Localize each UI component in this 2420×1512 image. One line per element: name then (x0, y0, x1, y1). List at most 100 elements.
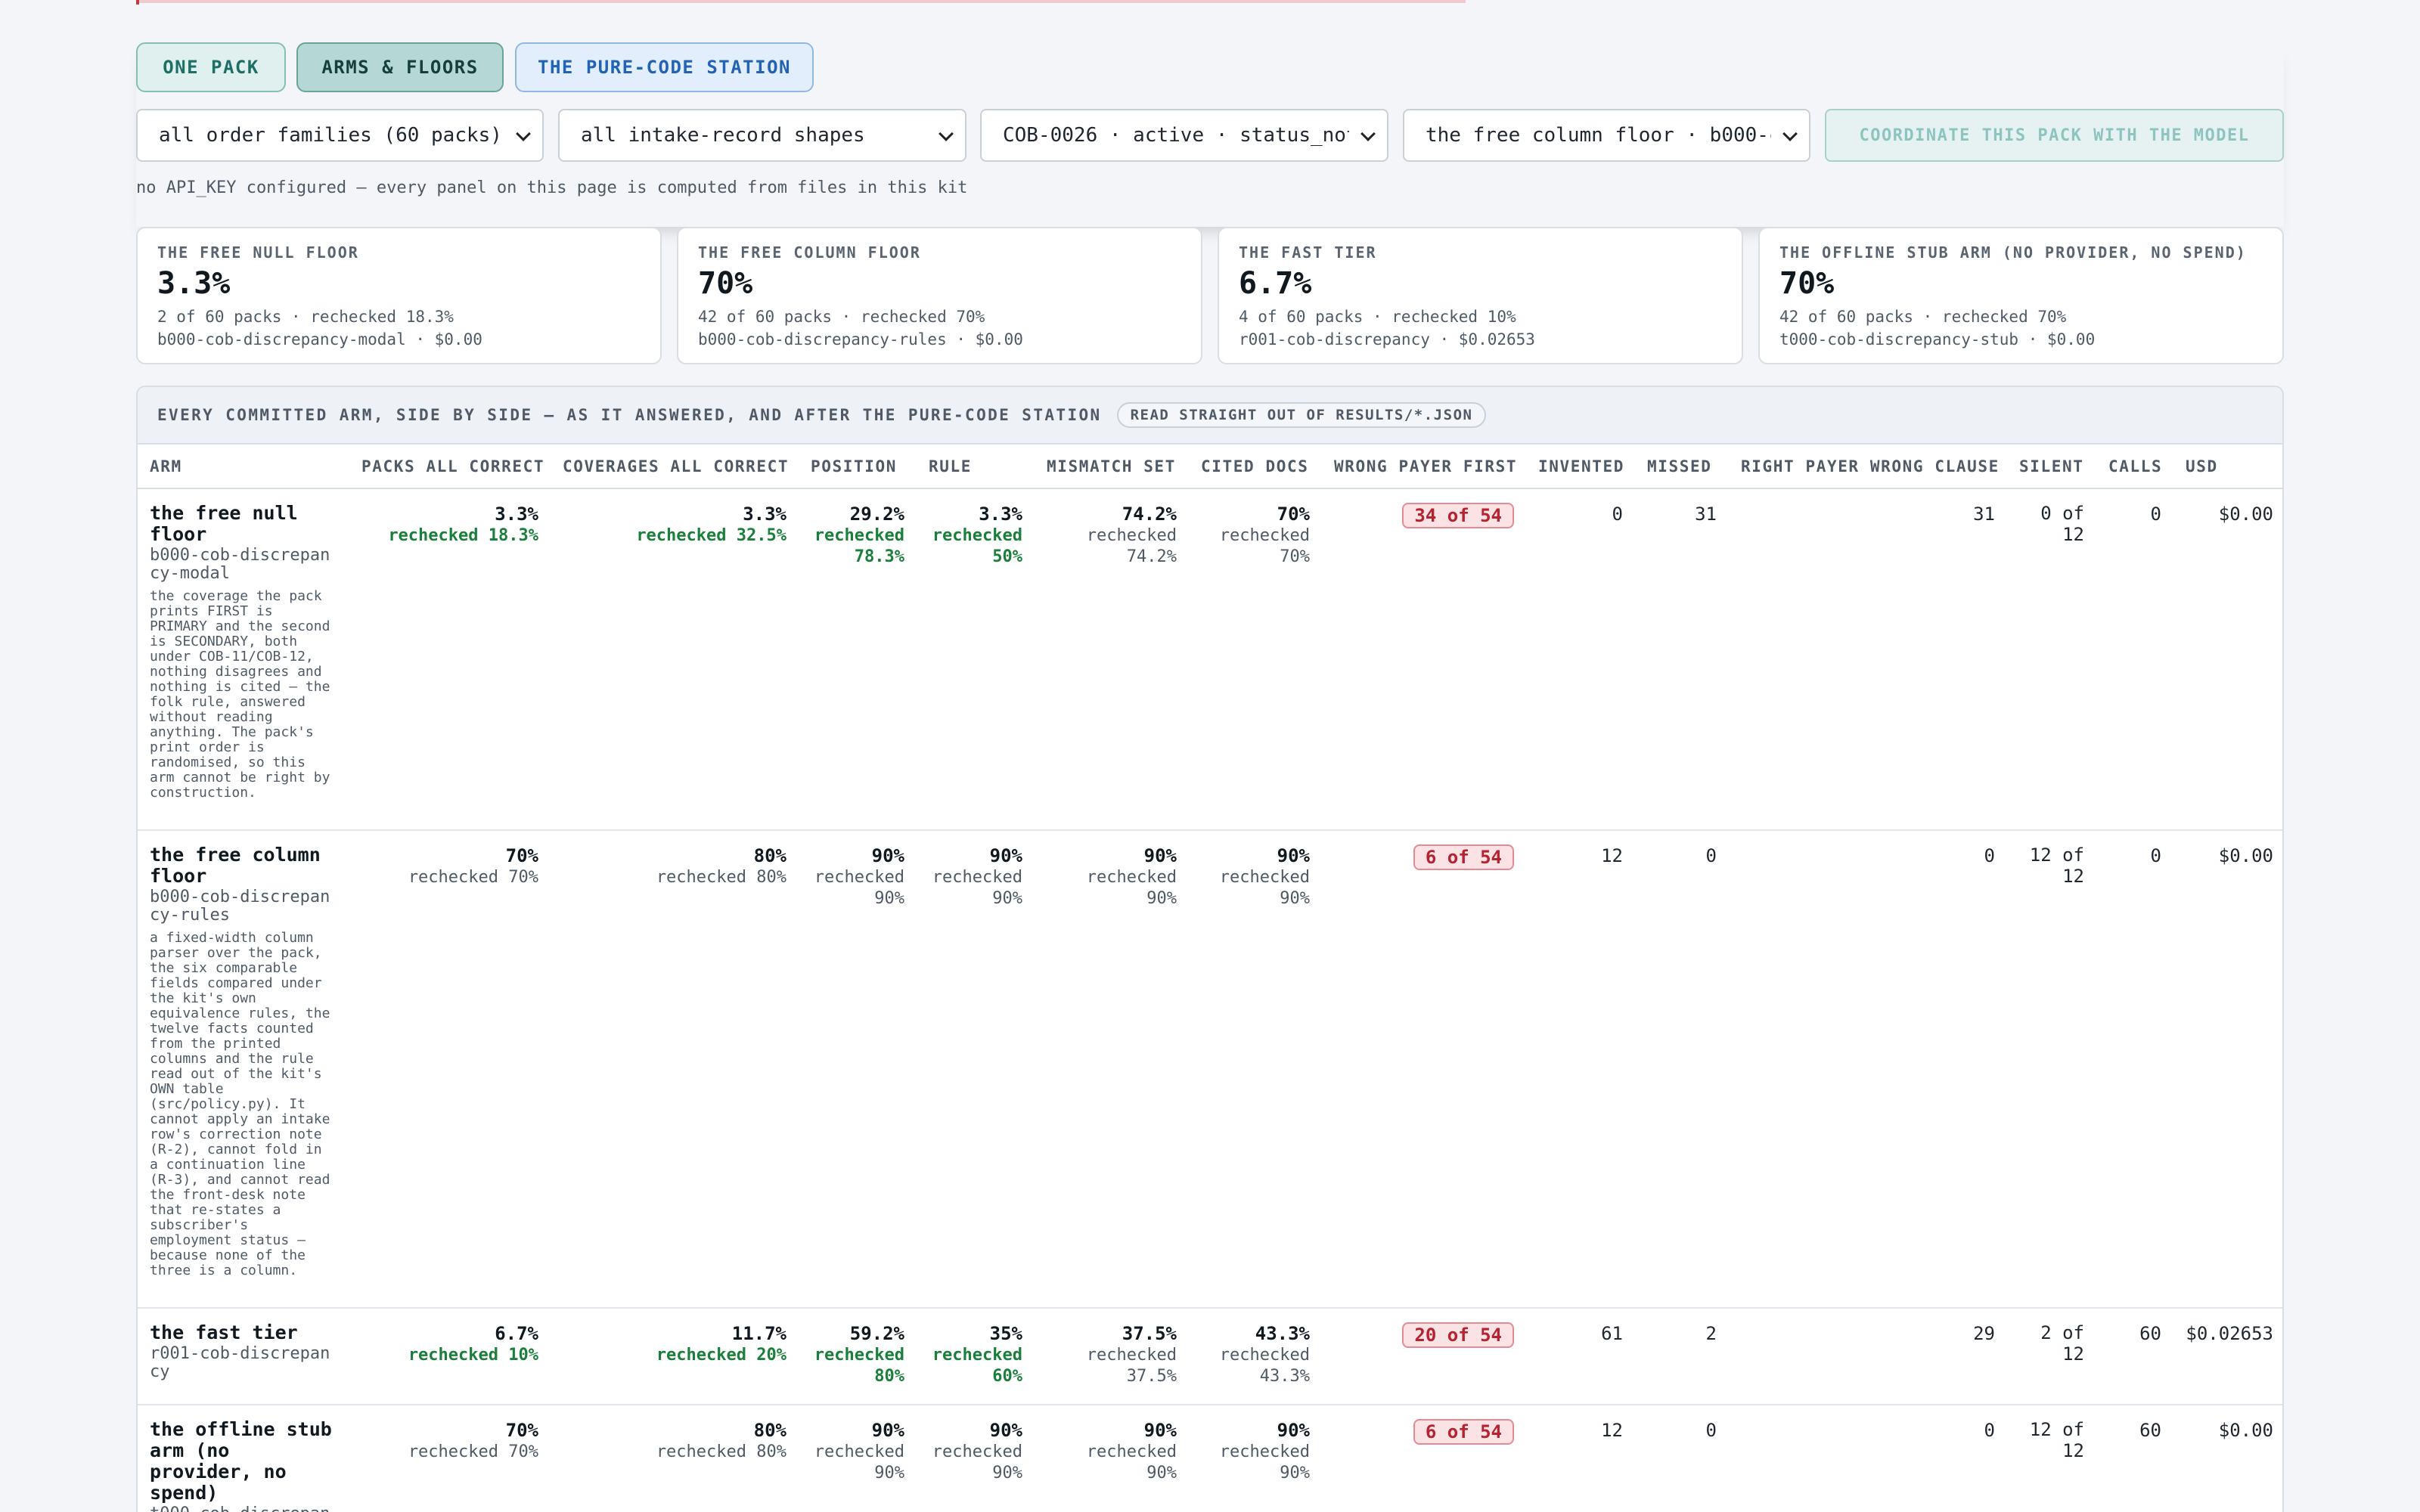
missed-cell: 0 (1635, 1405, 1729, 1512)
col-header-packs: PACKS ALL CORRECT (349, 445, 551, 489)
coverages-value: 80% (753, 845, 786, 866)
col-header-right-payer: RIGHT PAYER WRONG CLAUSE (1729, 445, 2007, 489)
card-detail: 42 of 60 packs · rechecked 70% (1779, 308, 2067, 326)
right-payer-cell: 29 (1729, 1308, 2007, 1405)
packs-value: 70% (505, 1420, 538, 1441)
coverages-cell: 11.7% rechecked 20% (551, 1308, 799, 1405)
usd-cell: $0.00 (2173, 488, 2282, 831)
usd-cell: $0.00 (2173, 830, 2282, 1309)
position-value: 90% (871, 845, 904, 866)
wrong-payer-badge: 20 of 54 (1402, 1322, 1514, 1348)
col-header-rule: RULE (917, 445, 1035, 489)
packs-rechecked: rechecked 10% (408, 1346, 538, 1365)
intake-shape-select[interactable]: all intake-record shapes (558, 109, 966, 162)
cited-value: 90% (1277, 845, 1310, 866)
card-label: THE FAST TIER (1239, 243, 1377, 262)
coverages-value: 11.7% (731, 1323, 786, 1344)
card-detail: 4 of 60 packs · rechecked 10% (1239, 308, 1516, 326)
tab-arms-floors[interactable]: ARMS & FLOORS (296, 42, 504, 92)
col-header-mismatch: MISMATCH SET (1035, 445, 1189, 489)
calls-value: 60 (2139, 1420, 2161, 1441)
cited-cell: 90% rechecked 90% (1189, 1405, 1322, 1512)
col-header-coverages: COVERAGES ALL CORRECT (551, 445, 799, 489)
packs-rechecked: rechecked 70% (408, 868, 538, 887)
usd-value: $0.02653 (2186, 1323, 2273, 1344)
missed-cell: 31 (1635, 488, 1729, 831)
mismatch-rechecked: rechecked 74.2% (1086, 526, 1177, 566)
pack-select[interactable]: COB-0026 · active · status_not (980, 109, 1388, 162)
rule-rechecked: rechecked 90% (932, 868, 1022, 908)
source-badge: READ STRAIGHT OUT OF RESULTS/*.JSON (1116, 402, 1487, 428)
rule-cell: 90% rechecked 90% (917, 830, 1035, 1309)
col-header-cited: CITED DOCS (1189, 445, 1322, 489)
table-header-row: ARM PACKS ALL CORRECT COVERAGES ALL CORR… (138, 445, 2282, 489)
calls-value: 0 (2150, 845, 2161, 866)
wrong-payer-badge: 6 of 54 (1413, 1419, 1514, 1445)
table-row: the free column floor b000-cob-discrepan… (138, 830, 2282, 1309)
coverages-rechecked: rechecked 80% (656, 1442, 786, 1461)
cited-value: 70% (1277, 503, 1310, 525)
wrong-payer-cell: 20 of 54 (1322, 1308, 1526, 1405)
mismatch-cell: 74.2% rechecked 74.2% (1035, 488, 1189, 831)
col-header-invented: INVENTED (1526, 445, 1635, 489)
coverages-cell: 3.3% rechecked 32.5% (551, 488, 799, 831)
card-value: 3.3% (157, 266, 231, 301)
arms-comparison-section: EVERY COMMITTED ARM, SIDE BY SIDE — AS I… (136, 386, 2284, 1512)
tab-pure-code-station[interactable]: THE PURE-CODE STATION (515, 42, 814, 92)
cited-rechecked: rechecked 70% (1219, 526, 1310, 566)
invented-cell: 0 (1526, 488, 1635, 831)
order-family-select[interactable]: all order families (60 packs) (136, 109, 544, 162)
arm-select[interactable]: the free column floor · b000-c (1403, 109, 1810, 162)
invented-value: 12 (1601, 845, 1623, 866)
col-header-calls: CALLS (2096, 445, 2173, 489)
mismatch-cell: 90% rechecked 90% (1035, 1405, 1189, 1512)
mismatch-value: 74.2% (1122, 503, 1177, 525)
right-payer-value: 31 (1973, 503, 1995, 525)
silent-cell: 12 of 12 (2007, 830, 2096, 1309)
summary-cards: THE FREE NULL FLOOR 3.3% 2 of 60 packs ·… (136, 227, 2284, 364)
cited-cell: 70% rechecked 70% (1189, 488, 1322, 831)
usd-value: $0.00 (2218, 1420, 2273, 1441)
invented-cell: 12 (1526, 830, 1635, 1309)
position-value: 90% (871, 1420, 904, 1441)
control-panel: ONE PACK ARMS & FLOORS THE PURE-CODE STA… (136, 42, 2284, 227)
coordinate-pack-button[interactable]: COORDINATE THIS PACK WITH THE MODEL (1825, 109, 2284, 162)
missed-value: 31 (1695, 503, 1717, 525)
silent-value: 12 of 12 (2029, 844, 2084, 887)
rule-value: 35% (989, 1323, 1022, 1344)
cited-cell: 43.3% rechecked 43.3% (1189, 1308, 1322, 1405)
silent-cell: 0 of 12 (2007, 488, 2096, 831)
cited-cell: 90% rechecked 90% (1189, 830, 1322, 1309)
rule-rechecked: rechecked 50% (932, 526, 1022, 566)
card-arm-id: b000-cob-discrepancy-rules · $0.00 (698, 330, 1023, 349)
calls-cell: 0 (2096, 488, 2173, 831)
position-rechecked: rechecked 78.3% (814, 526, 904, 566)
progress-line (136, 0, 1466, 5)
card-value: 70% (698, 266, 753, 301)
arm-id: b000-cob-discrepancy-rules (150, 888, 330, 925)
summary-card: THE OFFLINE STUB ARM (NO PROVIDER, NO SP… (1758, 227, 2284, 364)
invented-cell: 61 (1526, 1308, 1635, 1405)
usd-value: $0.00 (2218, 503, 2273, 525)
table-row: the free null floor b000-cob-discrepancy… (138, 488, 2282, 831)
calls-value: 60 (2139, 1323, 2161, 1344)
arm-id: r001-cob-discrepancy (150, 1344, 330, 1381)
position-cell: 29.2% rechecked 78.3% (799, 488, 917, 831)
packs-rechecked: rechecked 18.3% (388, 526, 538, 545)
rule-value: 90% (989, 845, 1022, 866)
col-header-position: POSITION (799, 445, 917, 489)
position-rechecked: rechecked 90% (814, 868, 904, 908)
position-rechecked: rechecked 80% (814, 1346, 904, 1386)
usd-value: $0.00 (2218, 845, 2273, 866)
arm-name: the offline stub arm (no provider, no sp… (150, 1418, 332, 1504)
arms-table: ARM PACKS ALL CORRECT COVERAGES ALL CORR… (138, 445, 2282, 1512)
position-value: 59.2% (849, 1323, 904, 1344)
table-row: the fast tier r001-cob-discrepancy 6.7% r… (138, 1308, 2282, 1405)
coverages-cell: 80% rechecked 80% (551, 1405, 799, 1512)
arm-id: t000-cob-discrepancy-stub (150, 1505, 337, 1512)
coverages-rechecked: rechecked 32.5% (636, 526, 786, 545)
cited-rechecked: rechecked 90% (1219, 1442, 1310, 1483)
tab-one-pack[interactable]: ONE PACK (136, 42, 286, 92)
missed-cell: 2 (1635, 1308, 1729, 1405)
missed-value: 2 (1705, 1323, 1717, 1344)
